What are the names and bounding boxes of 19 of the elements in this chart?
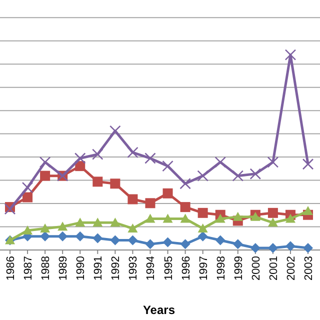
x-tick-label: 2003 <box>303 256 315 280</box>
x-tick-label: 1992 <box>110 256 122 280</box>
x-tick-label: 1990 <box>75 256 88 280</box>
x-tick-label: 2001 <box>268 256 280 280</box>
x-tick-label: 1994 <box>145 256 158 280</box>
x-tick-label: 1987 <box>22 256 35 280</box>
x-tick-label: 2002 <box>285 256 298 280</box>
x-axis-title: Years <box>142 303 176 317</box>
x-tick-label: 1991 <box>92 256 105 280</box>
x-tick-label: 1996 <box>180 256 192 280</box>
x-tick-label: 1993 <box>128 256 140 280</box>
x-tick-label: 1998 <box>215 256 228 280</box>
x-tick-label: 1989 <box>58 256 70 280</box>
x-tick-label: 1999 <box>232 256 245 280</box>
x-tick-label: 2000 <box>250 256 262 280</box>
x-tick-label: 1995 <box>162 256 175 280</box>
x-tick-label: 1997 <box>198 256 210 280</box>
x-tick-label: 1986 <box>5 256 17 280</box>
x-tick-label: 1988 <box>40 256 52 280</box>
